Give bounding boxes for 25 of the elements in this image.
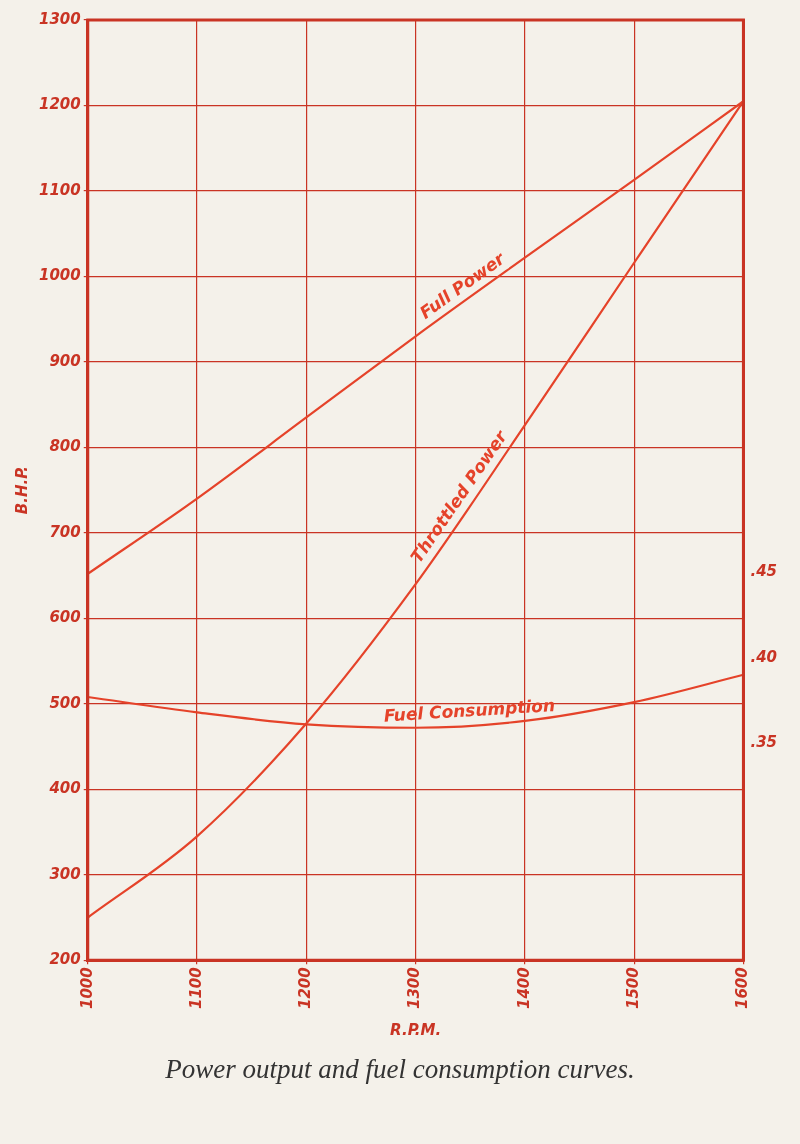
y-tick-label: 900 xyxy=(49,351,81,370)
y-tick-label: 1100 xyxy=(39,180,81,199)
y-tick-label: 500 xyxy=(49,693,81,712)
y-tick-label: 1000 xyxy=(39,266,81,285)
y2-tick-label: .40 xyxy=(750,647,778,666)
y-tick-label: 700 xyxy=(49,522,81,541)
y2-tick-label: .45 xyxy=(750,562,778,581)
x-tick-label: 1600 xyxy=(733,967,752,1009)
x-tick-label: 1500 xyxy=(624,967,643,1009)
x-tick-label: 1100 xyxy=(186,967,205,1009)
y2-tick-label: .35 xyxy=(750,733,778,752)
y-tick-label: 1300 xyxy=(39,9,81,28)
series-label: Fuel Consumption xyxy=(383,694,556,726)
y-tick-label: 300 xyxy=(49,864,81,883)
y-tick-label: 400 xyxy=(48,779,81,798)
x-axis-title: R.P.M. xyxy=(390,1020,442,1039)
x-tick-label: 1200 xyxy=(296,967,315,1009)
y-tick-label: 200 xyxy=(49,950,81,969)
text: Power output and fuel consumption curves. xyxy=(164,1054,636,1085)
y-tick-label: 600 xyxy=(49,608,81,627)
x-tick-label: 1300 xyxy=(405,967,424,1009)
x-tick-label: 1400 xyxy=(514,967,533,1009)
y-axis-title: B.H.P. xyxy=(12,466,31,515)
y-tick-label: 800 xyxy=(49,437,81,456)
y-tick-label: 1200 xyxy=(39,95,81,114)
